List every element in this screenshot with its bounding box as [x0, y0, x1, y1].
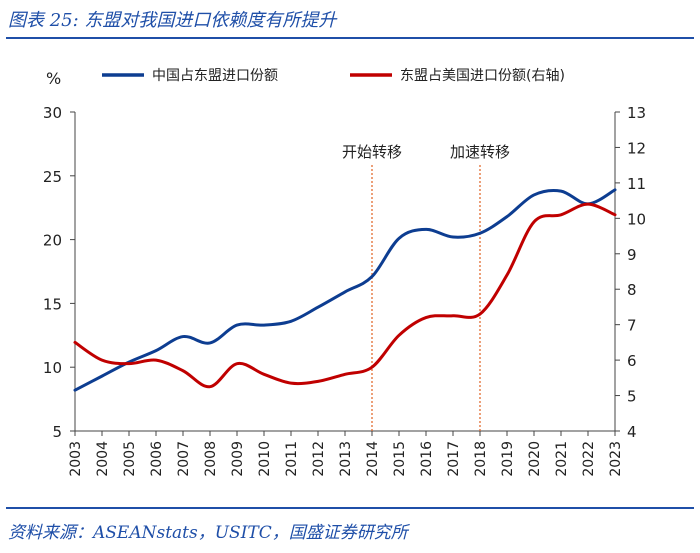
figure-title: 图表 25: 东盟对我国进口依赖度有所提升 [8, 10, 337, 31]
axes: 5 10 15 20 25 30 4 5 6 7 8 9 10 11 12 13 2003 2004 2005 200… [43, 104, 646, 477]
x-tick-label: 2022 [581, 441, 597, 477]
left-tick-label: 30 [43, 104, 62, 122]
x-tick-label: 2013 [338, 441, 354, 477]
right-tick-label: 4 [627, 423, 637, 441]
legend-label: 东盟占美国进口份额(右轴) [400, 68, 565, 84]
x-tick-label: 2016 [419, 441, 435, 477]
x-tick-label: 2010 [257, 441, 273, 477]
right-tick-label: 9 [627, 246, 637, 264]
left-tick-label: 5 [52, 423, 62, 441]
x-tick-label: 2007 [176, 441, 192, 477]
series-line-china-share [73, 188, 617, 392]
x-tick-label: 2008 [203, 441, 219, 477]
series-lines [73, 188, 617, 392]
series-line-asean-us-share [73, 202, 617, 389]
right-tick-label: 7 [627, 317, 637, 335]
x-tick-label: 2009 [230, 441, 246, 477]
annotation-label: 开始转移 [342, 143, 402, 161]
right-tick-label: 11 [627, 175, 646, 193]
legend-label: 中国占东盟进口份额 [152, 68, 278, 84]
bottom-divider [6, 507, 694, 509]
right-tick-label: 6 [627, 352, 637, 370]
x-tick-label: 2018 [473, 441, 489, 477]
source-note: 资料来源：ASEANstats，USITC，国盛证券研究所 [8, 523, 408, 543]
x-tick-label: 2019 [500, 441, 516, 477]
top-divider [6, 37, 694, 39]
right-tick-label: 10 [627, 210, 646, 228]
annotations: 开始转移 加速转移 [342, 143, 510, 431]
y-unit-label: % [46, 69, 61, 88]
legend: 中国占东盟进口份额 东盟占美国进口份额(右轴) [102, 68, 565, 84]
left-tick-label: 15 [43, 295, 62, 313]
x-tick-label: 2011 [284, 441, 300, 477]
x-tick-label: 2017 [446, 441, 462, 477]
x-tick-label: 2005 [122, 441, 138, 477]
left-tick-label: 20 [43, 232, 62, 250]
x-tick-label: 2021 [554, 441, 570, 477]
x-tick-label: 2023 [608, 441, 624, 477]
x-tick-label: 2015 [392, 441, 408, 477]
left-tick-label: 10 [43, 359, 62, 377]
x-tick-label: 2020 [527, 441, 543, 477]
x-tick-label: 2012 [311, 441, 327, 477]
x-tick-label: 2006 [149, 441, 165, 477]
right-tick-label: 12 [627, 139, 646, 157]
right-tick-label: 5 [627, 388, 637, 406]
x-tick-label: 2014 [365, 441, 381, 477]
annotation-label: 加速转移 [450, 143, 510, 161]
x-tick-label: 2004 [95, 441, 111, 477]
x-tick-label: 2003 [68, 441, 84, 477]
right-tick-label: 13 [627, 104, 646, 122]
left-tick-label: 25 [43, 168, 62, 186]
right-tick-label: 8 [627, 281, 637, 299]
